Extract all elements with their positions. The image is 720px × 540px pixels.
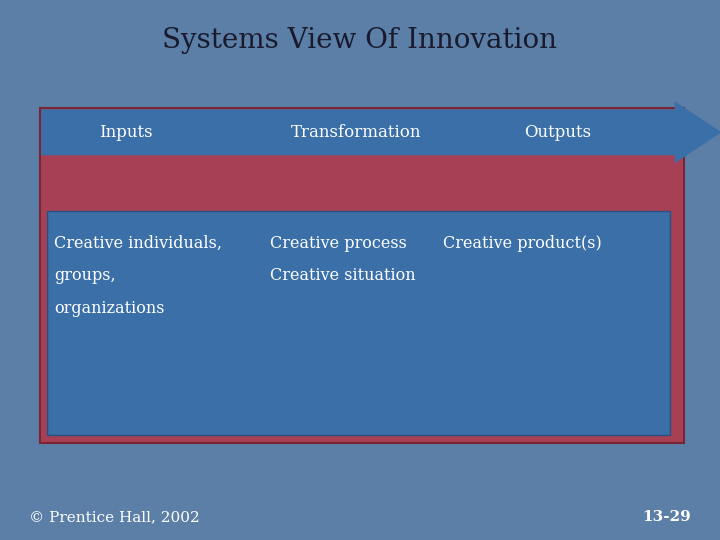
Text: Creative individuals,: Creative individuals, [54, 235, 222, 252]
Text: Transformation: Transformation [291, 124, 422, 141]
Text: 13-29: 13-29 [642, 510, 691, 524]
Text: Systems View Of Innovation: Systems View Of Innovation [163, 27, 557, 54]
Text: Outputs: Outputs [524, 124, 592, 141]
Text: Creative situation: Creative situation [270, 267, 415, 284]
Text: © Prentice Hall, 2002: © Prentice Hall, 2002 [29, 510, 199, 524]
Text: organizations: organizations [54, 300, 164, 316]
Text: Inputs: Inputs [99, 124, 153, 141]
Text: Creative product(s): Creative product(s) [443, 235, 601, 252]
FancyBboxPatch shape [47, 211, 670, 435]
FancyArrow shape [41, 102, 720, 163]
Text: groups,: groups, [54, 267, 116, 284]
Text: Creative process: Creative process [270, 235, 407, 252]
FancyBboxPatch shape [40, 108, 684, 443]
